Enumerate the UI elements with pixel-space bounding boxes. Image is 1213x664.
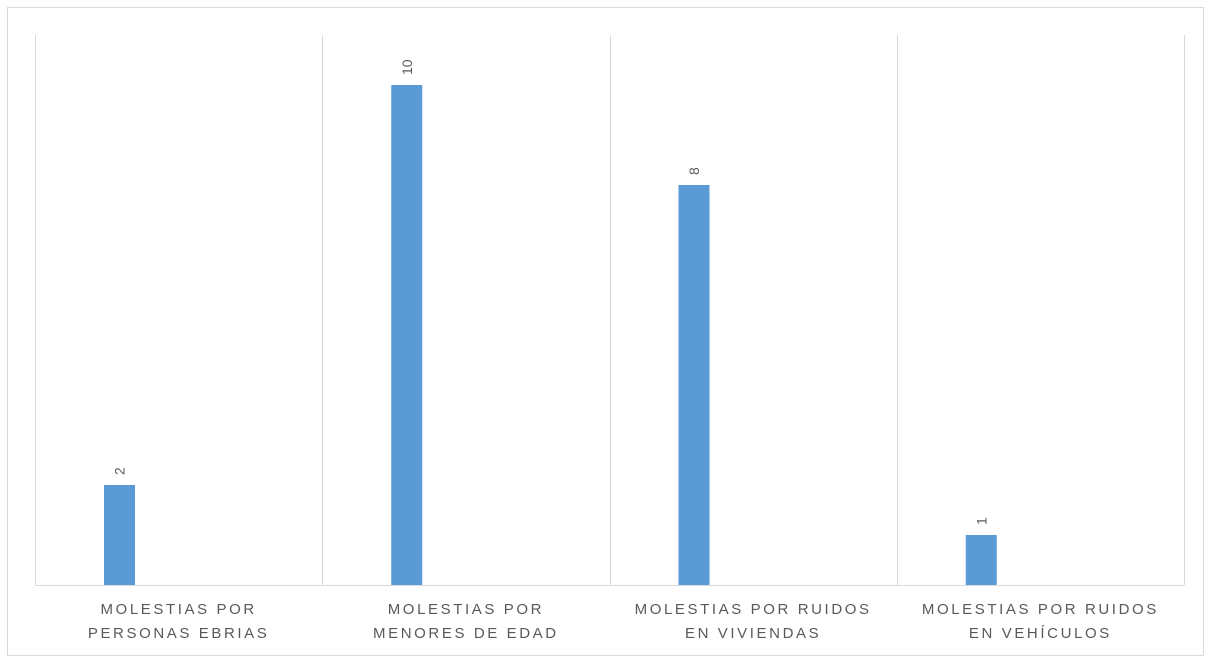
- category-label-line: MOLESTIAS POR: [387, 601, 545, 618]
- chart-frame: [7, 7, 1204, 656]
- bar: [391, 85, 423, 585]
- category-label-line: MOLESTIAS POR RUIDOS: [921, 601, 1159, 618]
- category-label-line: PERSONAS EBRIAS: [87, 625, 270, 642]
- category-label-line: MOLESTIAS POR RUIDOS: [634, 601, 872, 618]
- data-label: 2: [112, 467, 128, 475]
- category-label-line: MENORES DE EDAD: [373, 625, 559, 642]
- category-label: MOLESTIAS POR MENORES DE EDAD: [323, 598, 609, 646]
- category-label-line: EN VEHÍCULOS: [968, 625, 1112, 642]
- data-label: 8: [686, 167, 702, 175]
- bar: [678, 185, 710, 585]
- category-label: MOLESTIAS POR RUIDOS EN VIVIENDAS: [610, 598, 896, 646]
- category-label-line: EN VIVIENDAS: [685, 625, 822, 642]
- bar: [965, 535, 997, 585]
- category-label: MOLESTIAS POR RUIDOS EN VEHÍCULOS: [897, 598, 1183, 646]
- category-label: MOLESTIAS POR PERSONAS EBRIAS: [36, 598, 322, 646]
- data-label: 10: [399, 59, 415, 75]
- category-label-line: MOLESTIAS POR: [100, 601, 257, 618]
- bar: [104, 485, 135, 585]
- data-label: 1: [973, 517, 989, 525]
